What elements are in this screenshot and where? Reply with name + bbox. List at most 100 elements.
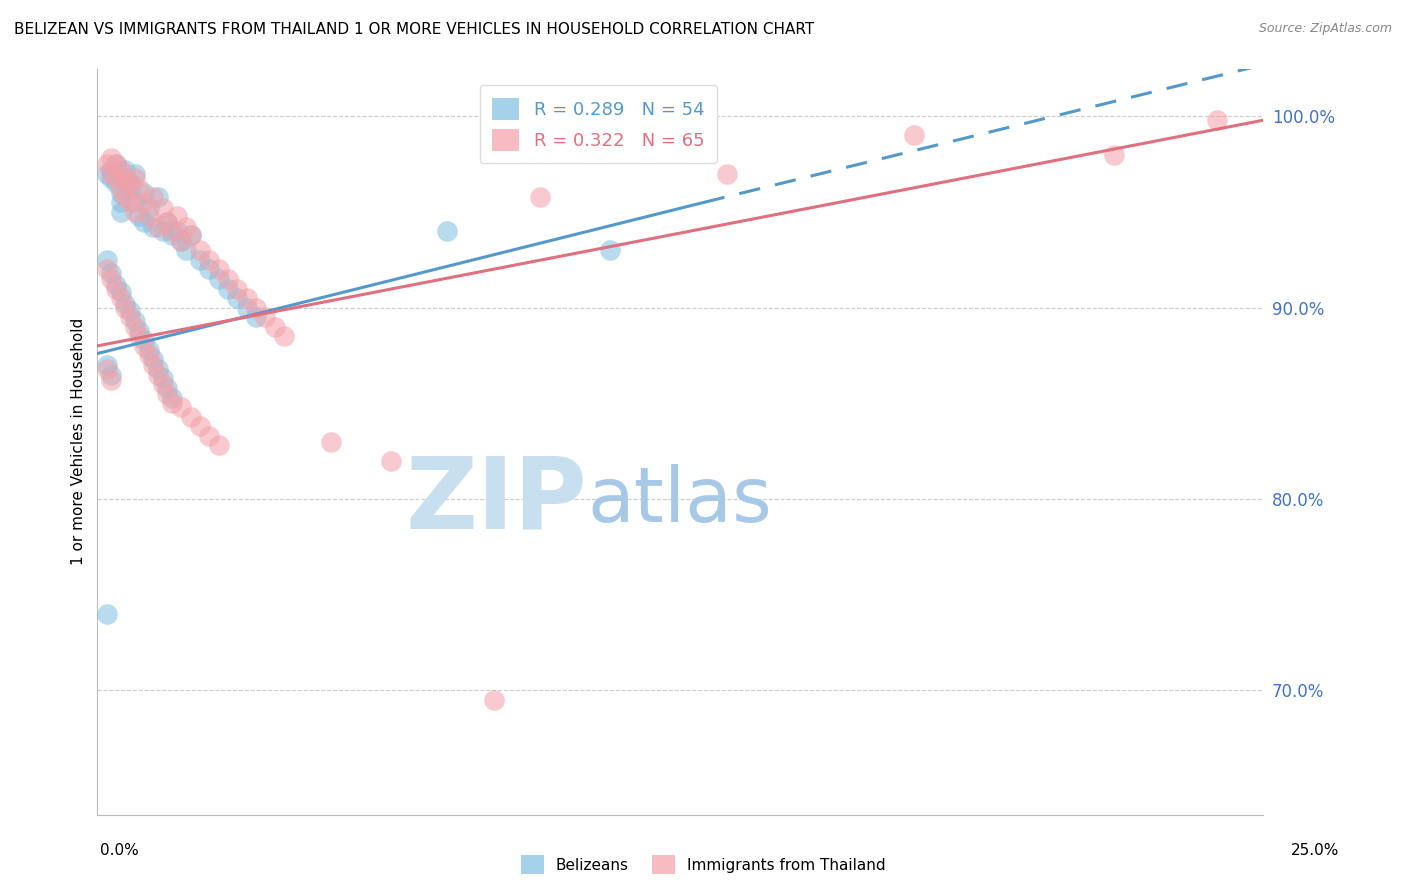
Point — [170, 400, 193, 414]
Legend: R = 0.289   N = 54, R = 0.322   N = 65: R = 0.289 N = 54, R = 0.322 N = 65 — [479, 85, 717, 163]
Point — [198, 429, 221, 443]
Point — [96, 358, 118, 372]
Point — [105, 170, 128, 185]
Point — [138, 343, 160, 357]
Point — [217, 272, 239, 286]
Point — [96, 252, 118, 267]
Point — [118, 304, 141, 318]
Point — [124, 319, 146, 334]
Point — [96, 262, 118, 277]
Text: BELIZEAN VS IMMIGRANTS FROM THAILAND 1 OR MORE VEHICLES IN HOUSEHOLD CORRELATION: BELIZEAN VS IMMIGRANTS FROM THAILAND 1 O… — [14, 22, 814, 37]
Point — [188, 252, 211, 267]
Point — [118, 176, 141, 190]
Point — [105, 157, 128, 171]
Point — [529, 189, 551, 203]
Point — [142, 220, 165, 235]
Point — [124, 314, 146, 328]
Point — [138, 201, 160, 215]
Point — [132, 214, 155, 228]
Point — [226, 281, 249, 295]
Point — [207, 262, 229, 277]
Point — [207, 272, 229, 286]
Point — [166, 224, 188, 238]
Text: Source: ZipAtlas.com: Source: ZipAtlas.com — [1258, 22, 1392, 36]
Point — [110, 205, 132, 219]
Point — [160, 396, 183, 410]
Point — [160, 227, 183, 242]
Point — [207, 438, 229, 452]
Point — [132, 333, 155, 347]
Point — [114, 301, 136, 315]
Point — [128, 324, 150, 338]
Text: atlas: atlas — [588, 464, 772, 538]
Point — [198, 252, 221, 267]
Point — [96, 167, 118, 181]
Point — [198, 262, 221, 277]
Point — [100, 162, 122, 177]
Point — [138, 209, 160, 223]
Point — [263, 319, 285, 334]
Point — [118, 310, 141, 325]
Point — [100, 152, 122, 166]
Point — [105, 277, 128, 292]
Point — [156, 214, 179, 228]
Point — [245, 310, 267, 325]
Point — [188, 244, 211, 258]
Point — [96, 157, 118, 171]
Point — [1102, 147, 1125, 161]
Point — [100, 167, 122, 181]
Point — [174, 220, 197, 235]
Point — [100, 266, 122, 280]
Point — [132, 195, 155, 210]
Point — [142, 352, 165, 367]
Point — [146, 362, 169, 376]
Point — [124, 167, 146, 181]
Point — [273, 329, 295, 343]
Point — [716, 167, 738, 181]
Point — [146, 368, 169, 382]
Point — [124, 195, 146, 210]
Point — [118, 176, 141, 190]
Point — [188, 419, 211, 434]
Point — [170, 234, 193, 248]
Point — [235, 291, 257, 305]
Text: 0.0%: 0.0% — [100, 843, 139, 858]
Point — [132, 339, 155, 353]
Point — [124, 205, 146, 219]
Point — [170, 234, 193, 248]
Point — [319, 434, 342, 449]
Point — [180, 227, 202, 242]
Point — [599, 244, 621, 258]
Text: 25.0%: 25.0% — [1291, 843, 1339, 858]
Point — [105, 281, 128, 295]
Point — [156, 214, 179, 228]
Point — [160, 391, 183, 405]
Point — [180, 227, 202, 242]
Y-axis label: 1 or more Vehicles in Household: 1 or more Vehicles in Household — [72, 318, 86, 566]
Point — [96, 607, 118, 621]
Point — [146, 220, 169, 235]
Point — [152, 377, 174, 392]
Point — [128, 209, 150, 223]
Point — [180, 409, 202, 424]
Text: ZIP: ZIP — [405, 453, 588, 549]
Point — [235, 301, 257, 315]
Point — [1205, 113, 1227, 128]
Point — [118, 195, 141, 210]
Point — [436, 224, 458, 238]
Point — [128, 329, 150, 343]
Point — [156, 381, 179, 395]
Point — [254, 310, 277, 325]
Point — [160, 224, 183, 238]
Point — [100, 272, 122, 286]
Point — [128, 182, 150, 196]
Point — [142, 189, 165, 203]
Point — [903, 128, 925, 143]
Point — [100, 368, 122, 382]
Point — [166, 209, 188, 223]
Point — [110, 182, 132, 196]
Point — [114, 170, 136, 185]
Point — [100, 373, 122, 387]
Point — [245, 301, 267, 315]
Point — [110, 162, 132, 177]
